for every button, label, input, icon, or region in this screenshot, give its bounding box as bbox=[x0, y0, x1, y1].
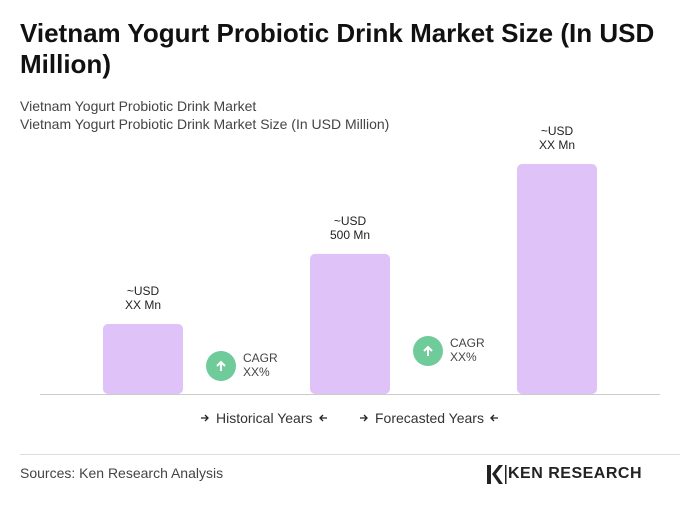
value-label: ~USD XX Mn bbox=[538, 124, 575, 152]
cagr-label: CAGR XX% bbox=[450, 336, 485, 364]
period-label: Historical Years bbox=[216, 410, 313, 426]
value-label: ~USD XX Mn bbox=[124, 283, 161, 312]
cagr-label: CAGR XX% bbox=[243, 351, 278, 379]
bar bbox=[310, 253, 390, 394]
subtitle: Vietnam Yogurt Probiotic Drink Market bbox=[20, 98, 257, 114]
logo: KEN RESEARCH bbox=[508, 465, 643, 482]
value-label: ~USD 500 Mn bbox=[329, 213, 371, 242]
subtitle: Vietnam Yogurt Probiotic Drink Market Si… bbox=[20, 116, 390, 132]
cagr-arrow bbox=[216, 360, 226, 371]
cagr-arrow bbox=[423, 345, 433, 356]
period-label: Forecasted Years bbox=[375, 410, 484, 426]
bar bbox=[103, 323, 183, 394]
logo-icon bbox=[487, 465, 507, 484]
source: Sources: Ken Research Analysis bbox=[20, 465, 224, 481]
legend-arrows bbox=[201, 414, 498, 422]
bar bbox=[517, 164, 597, 394]
chart-title: Vietnam Yogurt Probiotic Drink Market Si… bbox=[20, 18, 655, 79]
